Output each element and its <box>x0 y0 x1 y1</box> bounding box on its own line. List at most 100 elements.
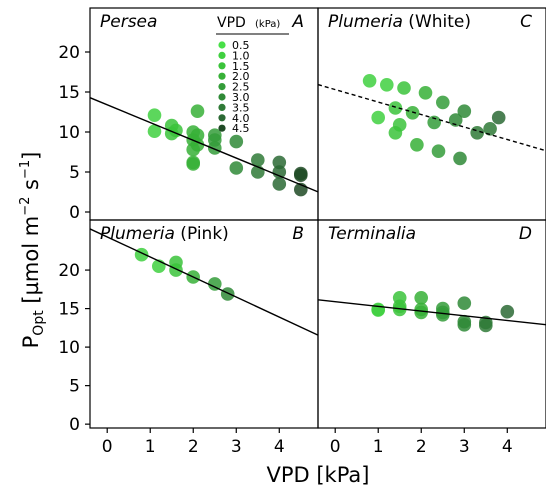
legend-swatch-3 <box>218 72 226 80</box>
data-point-C-7 <box>405 106 420 120</box>
data-point-A-9 <box>186 157 200 171</box>
panel-frame-B <box>89 219 319 429</box>
y-tick-label-A-4: 20 <box>58 43 80 63</box>
data-point-C-8 <box>410 138 424 152</box>
y-axis-label: POpt [µmol m−2 s−1] <box>18 152 47 349</box>
panel-frame-C <box>317 7 546 221</box>
data-point-A-18 <box>250 153 265 167</box>
data-point-D-16 <box>500 304 515 319</box>
data-point-C-5 <box>392 118 407 132</box>
legend-label-2: 1.5 <box>232 60 250 73</box>
x-tick-label-D-1: 1 <box>373 437 384 457</box>
x-axis-label: VPD [kPa] <box>266 463 369 487</box>
data-point-A-21 <box>272 165 287 179</box>
panel-B: 0 5 10 15 20 0 1 2 3 4 Plumeria (Pink) B <box>58 219 319 457</box>
data-point-D-13 <box>457 318 472 332</box>
data-point-A-1 <box>147 124 162 138</box>
data-point-C-6 <box>397 81 411 95</box>
x-tick-label-D-3: 3 <box>459 437 470 457</box>
panel-A: 0 5 10 15 20 Persea A <box>58 7 319 223</box>
data-point-A-11 <box>190 128 205 142</box>
legend-label-3: 2.0 <box>232 70 250 83</box>
data-point-A-22 <box>272 177 287 191</box>
y-tick-label-B-4: 20 <box>58 261 80 281</box>
fit-line-B <box>90 228 318 336</box>
fit-line-A <box>90 97 318 193</box>
data-point-A-4 <box>169 123 183 138</box>
data-point-B-3 <box>169 263 183 277</box>
legend-label-0: 0.5 <box>232 39 250 52</box>
legend-label-1: 1.0 <box>232 49 250 62</box>
data-point-C-18 <box>491 110 506 125</box>
y-tick-label-B-0: 0 <box>69 415 80 435</box>
legend-label-6: 3.5 <box>232 101 250 114</box>
fit-line-D <box>318 299 546 326</box>
legend-label-7: 4.0 <box>232 112 250 125</box>
x-tick-label-D-0: 0 <box>330 437 341 457</box>
legend-swatch-1 <box>218 51 226 60</box>
legend-swatch-6 <box>218 103 226 111</box>
x-tick-label-B-4: 4 <box>274 437 285 457</box>
data-point-A-0 <box>147 108 162 122</box>
data-point-A-10 <box>190 104 205 118</box>
x-tick-label-B-1: 1 <box>145 437 156 457</box>
data-point-B-5 <box>208 277 222 291</box>
legend-label-8: 4.5 <box>232 122 250 135</box>
data-point-D-7 <box>414 305 429 320</box>
y-tick-label-A-2: 10 <box>58 123 80 143</box>
legend-swatch-4 <box>218 83 226 91</box>
x-tick-label-D-4: 4 <box>502 437 513 457</box>
data-point-C-0 <box>362 74 377 88</box>
y-tick-label-B-1: 5 <box>69 377 80 397</box>
data-point-A-24 <box>294 168 308 182</box>
legend-swatch-8 <box>218 124 226 132</box>
legend-swatch-2 <box>218 62 226 70</box>
y-tick-label-B-3: 15 <box>58 300 80 320</box>
panel-title-A: Persea <box>100 12 157 32</box>
data-point-C-3 <box>388 101 403 115</box>
data-point-D-10 <box>436 308 450 322</box>
y-tick-label-A-0: 0 <box>69 203 80 223</box>
data-point-C-11 <box>431 144 446 158</box>
y-tick-label-A-3: 15 <box>58 83 80 103</box>
data-point-C-1 <box>371 110 386 125</box>
fit-line-C <box>318 83 546 152</box>
legend-swatch-5 <box>218 93 226 101</box>
data-point-C-10 <box>427 115 442 130</box>
x-tick-label-B-2: 2 <box>188 437 199 457</box>
data-point-C-13 <box>448 113 463 127</box>
data-point-C-15 <box>457 104 472 118</box>
panel-title-D: Terminalia <box>328 224 416 244</box>
panel-C: Plumeria (White) C <box>317 7 546 221</box>
x-tick-label-D-2: 2 <box>416 437 427 457</box>
data-point-D-5 <box>414 291 429 305</box>
data-point-A-17 <box>229 161 244 175</box>
y-tick-label-B-2: 10 <box>58 338 80 358</box>
data-point-C-2 <box>380 78 394 92</box>
panel-D: 0 1 2 3 4 Terminalia D <box>317 219 546 457</box>
data-point-C-14 <box>453 151 467 166</box>
data-point-B-6 <box>220 287 235 301</box>
panel-title-B: Plumeria (Pink) <box>100 224 229 244</box>
legend-label-4: 2.5 <box>232 81 250 94</box>
panel-letter-B: B <box>292 224 304 244</box>
x-tick-label-B-0: 0 <box>102 437 113 457</box>
data-point-C-12 <box>436 95 450 110</box>
x-tick-label-B-3: 3 <box>231 437 242 457</box>
data-point-A-15 <box>208 141 222 155</box>
legend-title: VPD <box>217 15 246 31</box>
panel-letter-D: D <box>519 224 532 244</box>
data-point-A-20 <box>272 155 287 170</box>
y-tick-label-A-1: 5 <box>69 163 80 183</box>
panel-title-C: Plumeria (White) <box>328 12 471 32</box>
data-point-C-9 <box>418 86 433 100</box>
panel-frame-D <box>317 219 546 429</box>
data-point-D-11 <box>457 296 472 311</box>
data-point-D-15 <box>479 318 493 333</box>
legend-swatch-0 <box>218 41 226 49</box>
panel-letter-C: C <box>520 12 532 32</box>
vpd-legend: VPD (kPa) 0.51.01.52.02.53.03.54.04.5 <box>216 15 289 135</box>
legend-unit: (kPa) <box>255 19 280 30</box>
